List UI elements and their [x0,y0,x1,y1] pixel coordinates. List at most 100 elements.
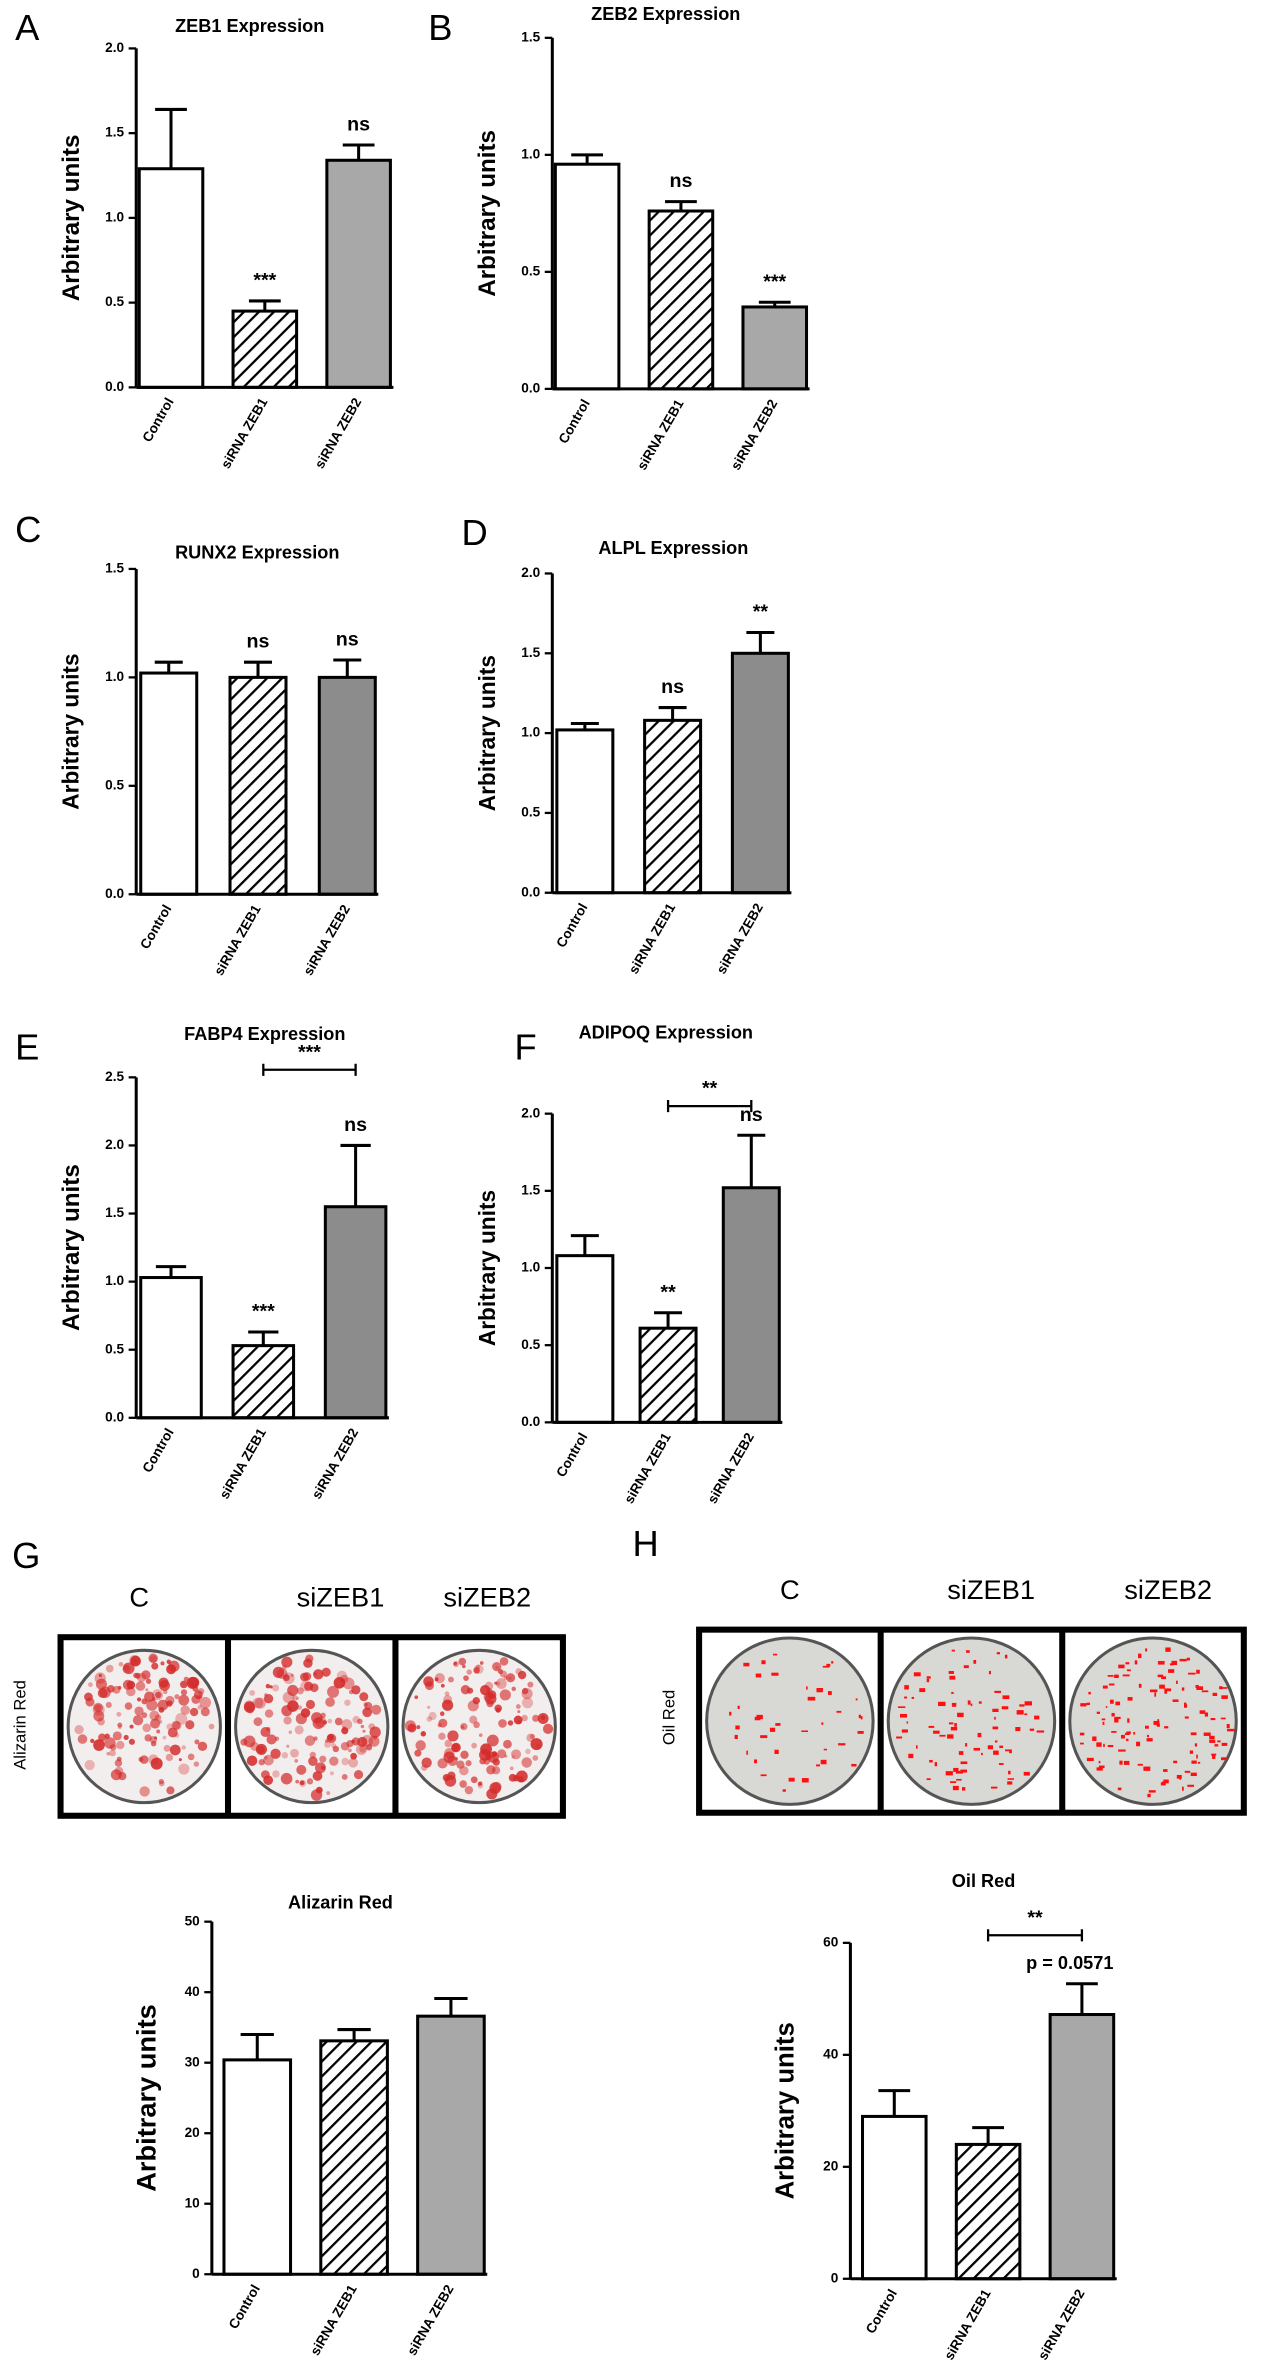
y-tick-label: 40 [823,2046,839,2061]
stain-dot [97,1688,108,1699]
significance-label: ns [347,114,370,136]
y-tick-label: 10 [185,2195,201,2210]
bar [730,651,790,895]
stain-dot [1023,1771,1030,1776]
stain-dot [453,1661,459,1667]
bar [954,2142,1022,2281]
x-tick-label: Control [137,902,174,951]
x-tick-label: siRNA ZEB1 [218,395,271,471]
stain-dot [993,1750,999,1755]
stain-dot [1117,1787,1122,1791]
stain-dot [1143,1766,1151,1771]
y-tick-label: 0.0 [105,886,124,901]
stain-dot [110,1744,117,1751]
stain-dot [472,1697,480,1705]
stain-dot [822,1665,830,1668]
significance-label: *** [252,1301,275,1323]
stain-dot [760,1774,767,1777]
stain-dot [838,1743,846,1746]
y-tick-label: 1.0 [521,725,540,740]
column-label: siZEB2 [1124,1574,1212,1605]
stain-dot [511,1749,522,1760]
significance-label: ns [247,631,270,653]
significance-label: ns [669,170,692,192]
stain-dot [1217,1740,1221,1743]
stain-dot [1136,1741,1141,1747]
stain-dot [106,1752,110,1756]
stain-dot [469,1715,478,1724]
stain-dot [1201,1690,1209,1693]
stain-dot [123,1734,129,1741]
stain-dot [1024,1713,1028,1716]
stain-dot [1190,1772,1197,1777]
bracket-label: ** [702,1078,718,1100]
significance-label: ns [336,629,359,651]
stain-dot [427,1705,431,1709]
stain-dot [1024,1701,1033,1706]
stain-dot [1098,1765,1105,1769]
stain-dot [947,1734,954,1739]
stain-dot [1138,1683,1142,1688]
stain-dot [473,1667,480,1674]
stain-dot [992,1726,999,1730]
stain-dot [199,1696,212,1709]
stain-dot [1221,1742,1228,1746]
stain-dot [444,1739,453,1748]
stain-dot [494,1704,502,1713]
bar [1048,2013,1116,2281]
stain-dot [509,1766,514,1771]
stain-dot [315,1786,323,1794]
y-axis-label: Arbitrary units [474,1190,500,1346]
stain-dot [1212,1754,1216,1759]
stain-dot [253,1717,263,1727]
stain-dot [987,1745,993,1750]
stain-dot [1182,1786,1184,1791]
stain-dot [743,1662,750,1667]
y-tick-label: 2.0 [521,1105,540,1120]
error-bar [154,660,183,674]
x-tick-label: siRNA ZEB2 [404,2282,457,2358]
stain-dot [109,1749,116,1757]
stain-dot [265,1683,271,1689]
stain-dot [281,1751,289,1759]
stain-dot [505,1673,516,1683]
stain-dot [453,1661,457,1666]
stain-dot [281,1656,293,1668]
x-tick-label: siRNA ZEB2 [1035,2286,1088,2362]
error-bar [571,153,604,165]
column-label: C [129,1582,149,1613]
stain-dot [1138,1653,1142,1659]
stain-dot [908,1753,914,1759]
stain-dot [341,1757,350,1766]
stain-dot [270,1748,281,1759]
stain-dot [351,1737,361,1746]
stain-dot [1176,1774,1182,1779]
error-bar [337,2028,371,2041]
y-tick-label: 0.5 [105,777,124,792]
stain-dot [512,1774,520,1782]
stain-dot [295,1779,300,1784]
stain-dot [769,1727,776,1732]
stain-dot [900,1713,908,1718]
stain-dot [139,1786,150,1797]
stain-dot [296,1687,304,1695]
stain-dot [820,1759,827,1765]
stain-dot [357,1718,363,1725]
stain-dot [197,1741,208,1752]
stain-dot [1196,1669,1200,1674]
stain-dot [325,1697,335,1707]
stain-dot [919,1688,926,1693]
stain-dot [157,1699,169,1711]
stain-dot [443,1751,455,1763]
stain-dot [163,1744,171,1752]
stain-dot [1125,1662,1130,1665]
stain-dot [98,1733,107,1742]
stain-dot [1204,1712,1209,1717]
stain-dot [149,1736,158,1744]
well [705,1636,875,1806]
stain-dot [187,1753,195,1761]
stain-dot [93,1702,103,1713]
stain-dot [425,1681,434,1691]
stain-dot [1096,1742,1102,1747]
stain-dot [136,1672,147,1683]
